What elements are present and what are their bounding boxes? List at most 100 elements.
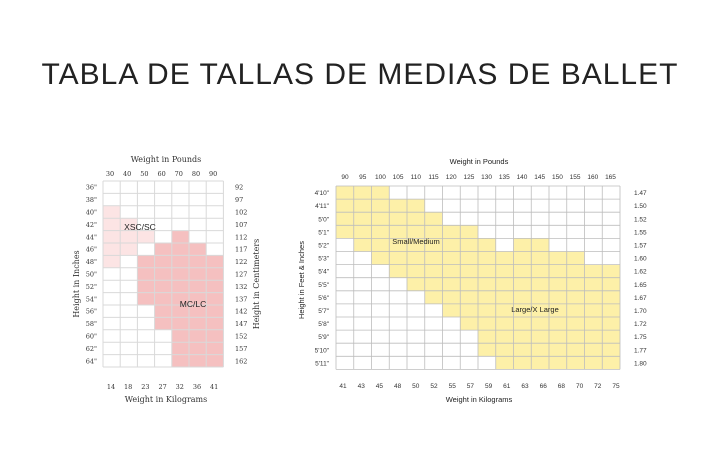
x-bottom-tick-label: 72: [594, 383, 602, 390]
y-left-tick-label: 64": [86, 357, 97, 365]
x-top-tick-label: 70: [175, 170, 183, 178]
x-top-tick-label: 40: [123, 170, 131, 178]
region-label-large-xlarge: Large/X Large: [511, 305, 559, 314]
y-right-tick-label: 92: [235, 184, 243, 192]
y-right-axis-title: Height in Centimeters: [252, 239, 261, 330]
size-region-cells: [103, 255, 121, 268]
y-left-tick-label: 62": [86, 345, 97, 353]
x-bottom-tick-label: 75: [612, 383, 620, 390]
y-right-tick-label: 147: [235, 320, 247, 328]
y-left-tick-label: 5'11": [315, 360, 330, 367]
x-top-tick-label: 115: [428, 174, 439, 181]
x-top-axis-title: Weight in Pounds: [450, 157, 509, 166]
size-region-cells: [424, 290, 514, 304]
x-bottom-tick-label: 32: [176, 383, 184, 391]
x-top-tick-label: 125: [463, 174, 474, 181]
x-bottom-tick-label: 50: [412, 383, 420, 390]
y-right-tick-label: 1.62: [634, 269, 647, 276]
x-bottom-tick-label: 27: [158, 383, 166, 391]
x-bottom-tick-label: 18: [124, 383, 132, 391]
x-top-tick-label: 60: [157, 170, 165, 178]
y-left-tick-label: 5'1": [318, 229, 329, 236]
x-bottom-axis-title: Weight in Kilograms: [446, 395, 513, 404]
y-left-tick-label: 56": [86, 308, 97, 316]
y-left-tick-label: 5'9": [318, 334, 329, 341]
x-bottom-tick-label: 63: [521, 383, 529, 390]
size-region-cells: [336, 199, 425, 213]
x-top-axis-title: Weight in Pounds: [131, 155, 202, 164]
y-left-tick-label: 5'10": [315, 347, 330, 354]
x-bottom-tick-label: 52: [430, 383, 438, 390]
x-top-tick-label: 90: [209, 170, 217, 178]
y-left-tick-label: 60": [86, 333, 97, 341]
x-bottom-tick-label: 43: [358, 383, 366, 390]
x-bottom-tick-label: 36: [193, 383, 201, 391]
y-right-tick-label: 1.57: [634, 242, 647, 249]
size-region-cells: [171, 329, 224, 343]
x-top-tick-label: 100: [375, 174, 386, 181]
x-bottom-tick-label: 48: [394, 383, 402, 390]
y-left-tick-label: 5'8": [318, 321, 329, 328]
size-region-cells: [371, 251, 496, 265]
x-top-tick-label: 155: [570, 174, 581, 181]
y-left-tick-label: 42": [86, 221, 97, 229]
size-region-cells: [171, 342, 224, 355]
region-label-small-medium: Small/Medium: [392, 237, 440, 246]
y-left-tick-label: 5'4": [318, 269, 329, 276]
x-bottom-tick-label: 23: [141, 383, 149, 391]
size-region-cells: [495, 356, 620, 370]
y-right-tick-label: 1.70: [634, 308, 647, 315]
x-bottom-tick-label: 70: [576, 383, 584, 390]
region-label-xsc-sc: XSC/SC: [124, 222, 156, 232]
x-top-tick-label: 135: [499, 174, 510, 181]
y-right-tick-label: 122: [235, 258, 247, 266]
size-region-cells: [171, 354, 224, 367]
x-bottom-axis-title: Weight in Kilograms: [125, 395, 207, 404]
y-right-tick-label: 1.72: [634, 321, 647, 328]
x-bottom-tick-label: 66: [540, 383, 548, 390]
size-region-cells: [103, 205, 121, 219]
y-left-tick-label: 52": [86, 283, 97, 291]
y-right-tick-label: 1.55: [634, 229, 647, 236]
x-top-tick-label: 50: [140, 170, 148, 178]
x-bottom-tick-label: 68: [558, 383, 566, 390]
x-top-tick-label: 30: [106, 170, 114, 178]
x-top-tick-label: 140: [517, 174, 528, 181]
x-top-tick-label: 165: [605, 174, 616, 181]
y-left-tick-label: 5'7": [318, 308, 329, 315]
y-right-tick-label: 132: [235, 283, 247, 291]
y-left-tick-label: 4'10": [315, 190, 330, 197]
y-left-tick-label: 58": [86, 320, 97, 328]
size-region-cells: [460, 317, 478, 331]
x-top-tick-label: 105: [393, 174, 404, 181]
y-right-tick-label: 127: [235, 271, 247, 279]
y-left-tick-label: 54": [86, 295, 97, 303]
x-bottom-tick-label: 55: [449, 383, 457, 390]
y-right-tick-label: 1.47: [634, 190, 647, 197]
size-region-cells: [389, 264, 514, 278]
y-right-tick-label: 162: [235, 357, 247, 365]
x-bottom-tick-label: 14: [107, 383, 115, 391]
x-bottom-tick-label: 59: [485, 383, 493, 390]
x-top-tick-label: 120: [446, 174, 457, 181]
x-top-tick-label: 150: [552, 174, 563, 181]
y-right-tick-label: 152: [235, 333, 247, 341]
size-region-cells: [336, 186, 390, 200]
y-left-axis-title: Height in Feet & Inches: [297, 241, 306, 319]
region-label-mc-lc: MC/LC: [180, 299, 206, 309]
y-right-tick-label: 1.75: [634, 334, 647, 341]
y-right-tick-label: 117: [235, 246, 247, 254]
size-region-cells: [154, 243, 207, 256]
y-right-tick-label: 97: [235, 196, 243, 204]
y-left-tick-label: 4'11": [315, 203, 330, 210]
y-left-tick-label: 36": [86, 184, 97, 192]
y-left-tick-label: 38": [86, 196, 97, 204]
x-top-tick-label: 95: [359, 174, 367, 181]
y-right-tick-label: 157: [235, 345, 247, 353]
x-bottom-tick-label: 45: [376, 383, 384, 390]
size-region-cells: [495, 251, 585, 265]
y-right-tick-label: 1.52: [634, 216, 647, 223]
x-bottom-tick-label: 57: [467, 383, 475, 390]
